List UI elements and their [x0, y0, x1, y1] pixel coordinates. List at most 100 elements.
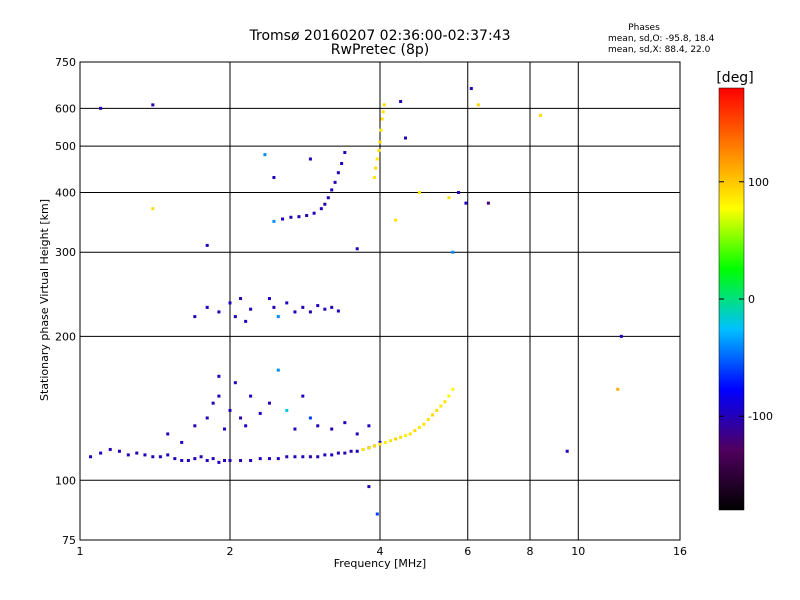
- data-point: [166, 432, 170, 436]
- data-point: [367, 446, 371, 450]
- data-point: [355, 432, 359, 436]
- data-point: [417, 425, 421, 429]
- data-point: [263, 153, 267, 157]
- data-point: [403, 136, 407, 140]
- y-axis-ticks: 75 100 200 300 400 500 600 750: [55, 56, 76, 547]
- data-point: [151, 455, 155, 459]
- data-point: [126, 453, 130, 457]
- x-axis-ticks: 1 2 4 6 8 10 16: [77, 545, 688, 558]
- data-point: [355, 247, 359, 251]
- data-point: [205, 243, 209, 247]
- data-point: [239, 297, 243, 301]
- data-point: [330, 453, 334, 457]
- phases-heading: Phases: [628, 23, 660, 33]
- data-point: [379, 128, 383, 132]
- data-point: [193, 457, 197, 461]
- data-point: [330, 188, 334, 192]
- data-point: [285, 301, 289, 305]
- data-point: [276, 368, 280, 372]
- y-tick-label: 200: [55, 330, 76, 343]
- data-point: [312, 211, 316, 215]
- data-point: [301, 305, 305, 309]
- data-point: [99, 451, 103, 455]
- data-point: [326, 196, 330, 200]
- data-point: [323, 307, 327, 311]
- data-point: [375, 157, 379, 161]
- data-point: [166, 453, 170, 457]
- data-point: [211, 457, 215, 461]
- data-point: [205, 305, 209, 309]
- data-point: [289, 215, 293, 219]
- data-point: [228, 408, 232, 412]
- data-point: [565, 449, 569, 453]
- data-point: [186, 458, 190, 462]
- data-point: [193, 315, 197, 319]
- data-point: [316, 455, 320, 459]
- phases-x-mode: mean, sd,X: 88.4, 22.0: [608, 45, 711, 55]
- data-point: [447, 196, 451, 200]
- series-group: [361, 387, 455, 451]
- data-point: [135, 451, 139, 455]
- data-point: [378, 442, 382, 446]
- chart-subtitle: RwPretec (8p): [331, 42, 429, 58]
- data-point: [173, 457, 177, 461]
- colorbar-tick-label: 0: [748, 293, 755, 306]
- data-point: [439, 404, 443, 408]
- data-point: [301, 394, 305, 398]
- colorbar-tick-label: 100: [748, 176, 769, 189]
- data-point: [330, 427, 334, 431]
- data-point: [422, 422, 426, 426]
- data-point: [316, 304, 320, 308]
- data-point: [99, 106, 103, 110]
- x-tick-label: 6: [464, 545, 471, 558]
- data-point: [349, 449, 353, 453]
- data-point: [143, 453, 147, 457]
- data-point: [417, 190, 421, 194]
- data-point: [343, 451, 347, 455]
- data-point: [117, 449, 121, 453]
- data-point: [239, 458, 243, 462]
- data-point: [323, 453, 327, 457]
- data-point: [451, 387, 455, 391]
- data-point: [336, 309, 340, 313]
- data-point: [403, 434, 407, 438]
- y-axis-label: Stationary phase Virtual Height [km]: [38, 199, 51, 401]
- data-points: [89, 87, 623, 516]
- data-point: [619, 334, 623, 338]
- data-point: [180, 440, 184, 444]
- series-group: [166, 368, 371, 444]
- data-point: [373, 175, 377, 179]
- data-point: [239, 416, 243, 420]
- data-point: [616, 387, 620, 391]
- data-point: [343, 421, 347, 425]
- series-group: [193, 297, 340, 323]
- y-tick-label: 100: [55, 474, 76, 487]
- data-point: [223, 458, 227, 462]
- x-tick-label: 16: [673, 545, 687, 558]
- data-point: [193, 424, 197, 428]
- data-point: [378, 140, 382, 144]
- y-tick-label: 400: [55, 186, 76, 199]
- data-point: [355, 449, 359, 453]
- data-point: [323, 202, 327, 206]
- data-point: [293, 427, 297, 431]
- data-point: [272, 175, 276, 179]
- data-point: [367, 424, 371, 428]
- data-point: [108, 447, 112, 451]
- data-point: [301, 455, 305, 459]
- data-point: [486, 201, 490, 205]
- data-point: [217, 374, 221, 378]
- data-point: [389, 439, 393, 443]
- x-tick-label: 8: [527, 545, 534, 558]
- data-point: [319, 207, 323, 211]
- series-group: [89, 440, 382, 464]
- data-point: [383, 440, 387, 444]
- data-point: [435, 408, 439, 412]
- data-point: [276, 315, 280, 319]
- data-point: [426, 418, 430, 422]
- y-tick-label: 500: [55, 140, 76, 153]
- data-point: [451, 250, 455, 254]
- data-point: [151, 103, 155, 107]
- x-tick-label: 1: [77, 545, 84, 558]
